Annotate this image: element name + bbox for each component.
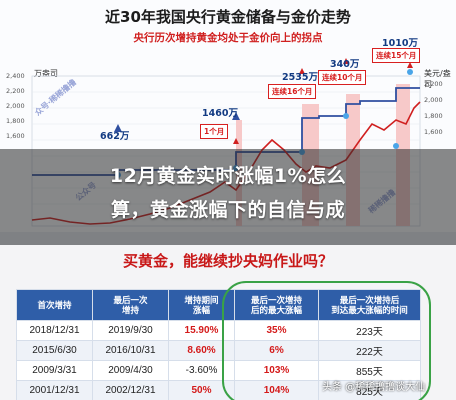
- headline-line-2: 算，黄金涨幅下的自信与成: [110, 199, 345, 221]
- header-last-increase: 最后一次 增持: [92, 289, 169, 321]
- header-days-to-max: 最后一次增持后 到达最大涨幅的时间: [318, 289, 421, 321]
- y-tick-right-1: 2,200: [424, 80, 443, 88]
- y-tick-left-1: 2,400: [6, 72, 25, 80]
- cell-max-gain: 35%: [234, 320, 319, 341]
- y-tick-left-5: 1,600: [6, 132, 25, 140]
- chart-title: 近30年我国央行黄金储备与金价走势: [105, 8, 351, 26]
- y-tick-left-2: 2,200: [6, 87, 25, 95]
- cell-last: 2019/9/30: [92, 320, 169, 341]
- value-2535: 2535万: [282, 72, 318, 83]
- headline-line-1: 12月黄金实时涨幅1%怎么: [109, 165, 347, 187]
- y-tick-right-4: 1,600: [424, 128, 443, 136]
- y-tick-left-3: 2,000: [6, 102, 25, 110]
- cell-first: 2001/12/31: [16, 380, 93, 400]
- marker-dot-4: [343, 113, 349, 119]
- chart-subtitle: 央行历次增持黄金均处于金价向上的拐点: [133, 32, 323, 44]
- callout-16-months: 连续16个月: [268, 84, 317, 99]
- highlight-oval: [222, 281, 431, 400]
- headline-overlay: 12月黄金实时涨幅1%怎么 算，黄金涨幅下的自信与成: [0, 149, 456, 247]
- gold-arrow-markers: [233, 58, 413, 144]
- cell-last: 2016/10/31: [92, 340, 169, 361]
- cell-days: 222天: [318, 340, 421, 361]
- value-662: 662万: [100, 131, 130, 142]
- comparison-table-panel: 买黄金，能继续抄央妈作业吗？ 首次增持 最后一次 增持 增持期间 涨幅 最后一次增持…: [0, 245, 456, 400]
- right-axis-unit: 美元/盎司: [424, 69, 451, 89]
- value-1010: 1010万: [382, 38, 418, 49]
- cell-first: 2015/6/30: [16, 340, 93, 361]
- callout-15-months: 连续15个月: [372, 48, 421, 63]
- cell-period-gain: 15.90%: [168, 320, 235, 341]
- article-headline: 12月黄金实时涨幅1%怎么 算，黄金涨幅下的自信与成: [0, 159, 456, 227]
- source-watermark: 头条 @稀稀撸撸谈大仙: [322, 382, 426, 393]
- y-tick-left-4: 1,800: [6, 117, 25, 125]
- value-1460: 1460万: [202, 108, 238, 119]
- cell-max-gain: 104%: [234, 380, 319, 400]
- marker-dot-6: [407, 69, 413, 75]
- marker-dot-5: [393, 143, 399, 149]
- value-340: 340万: [330, 59, 360, 70]
- cell-first: 2009/3/31: [16, 360, 93, 381]
- table-row: 2001/12/31 2002/12/31 50% 104% 825天: [16, 380, 421, 400]
- cell-max-gain: 6%: [234, 340, 319, 361]
- header-max-gain: 最后一次增持 后的最大涨幅: [234, 289, 319, 321]
- cell-last: 2009/4/30: [92, 360, 169, 381]
- y-tick-right-3: 1,800: [424, 112, 443, 120]
- header-first-increase: 首次增持: [16, 289, 93, 321]
- y-tick-right-2: 2,000: [424, 96, 443, 104]
- cell-first: 2018/12/31: [16, 320, 93, 341]
- gold-purchase-table: 首次增持 最后一次 增持 增持期间 涨幅 最后一次增持 后的最大涨幅 最后一次增持后到…: [16, 289, 421, 400]
- table-question-title: 买黄金，能继续抄央妈作业吗？: [122, 252, 333, 270]
- table-row: 2009/3/31 2009/4/30 -3.60% 103% 855天: [16, 360, 421, 381]
- callout-1-month: 1个月: [200, 124, 229, 139]
- left-axis-unit: 万盎司: [34, 69, 58, 78]
- cell-days: 825天: [318, 380, 421, 400]
- cell-period-gain: 50%: [168, 380, 235, 400]
- callout-10-months: 连续10个月: [318, 70, 367, 85]
- cell-last: 2002/12/31: [92, 380, 169, 400]
- table-row: 2015/6/30 2016/10/31 8.60% 6% 222天: [16, 340, 421, 361]
